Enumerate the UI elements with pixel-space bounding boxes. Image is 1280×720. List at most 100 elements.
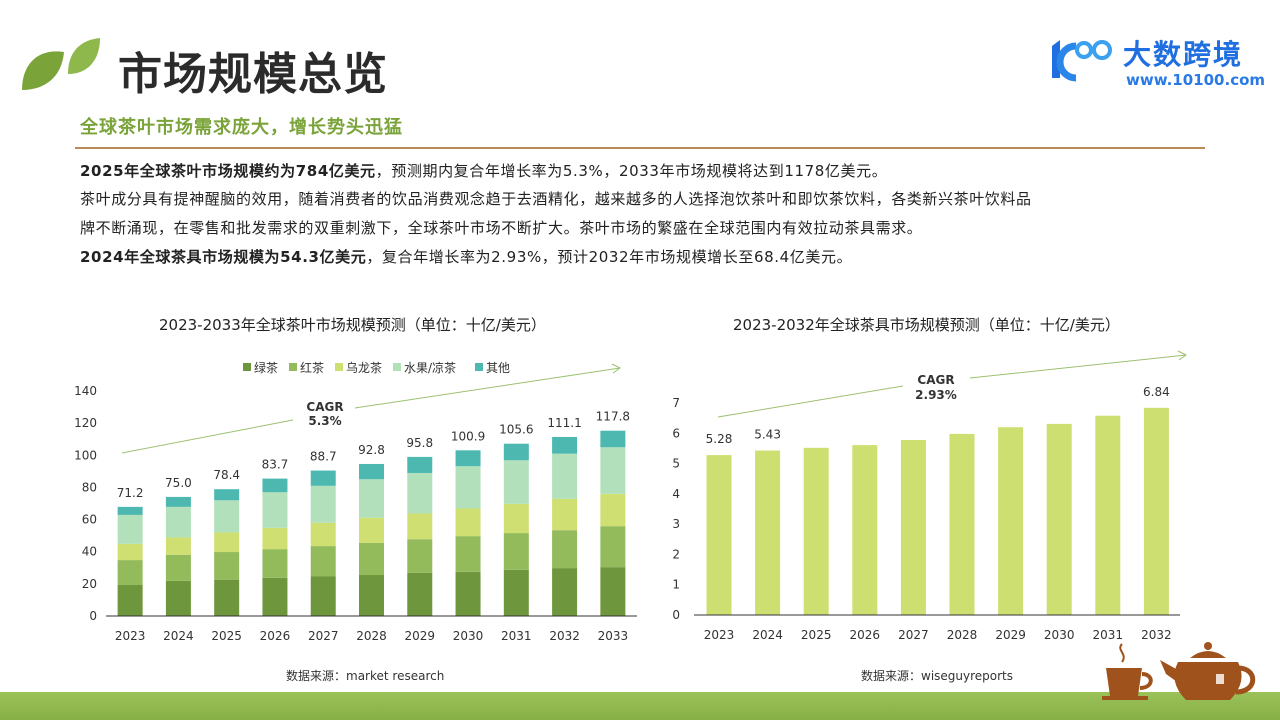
bar-segment-3 <box>455 466 481 509</box>
bar-segment-0 <box>407 572 433 616</box>
legend-swatch <box>335 363 343 371</box>
data-label: 5.43 <box>754 428 781 442</box>
logo-icon <box>1052 40 1112 82</box>
y-tick-label: 80 <box>82 480 97 494</box>
y-tick-label: 5 <box>672 457 680 471</box>
bar-segment-0 <box>552 568 578 616</box>
y-tick-label: 4 <box>672 487 680 501</box>
tea-market-detail: ，预测期内复合年增长率为5.3%，2033年市场规模将达到1178亿美元。 <box>375 162 888 180</box>
x-tick-label: 2027 <box>898 628 929 642</box>
bar-segment-4 <box>262 478 288 493</box>
logo-url: www.10100.com <box>1126 71 1266 89</box>
cagr-arrow-head <box>611 363 621 374</box>
page-title: 市场规模总览 <box>118 49 388 100</box>
logo-text: 大数跨境 <box>1123 38 1244 71</box>
x-tick-label: 2029 <box>995 628 1026 642</box>
data-label: 88.7 <box>310 450 337 464</box>
legend-label: 乌龙茶 <box>346 360 382 375</box>
bar-segment-0 <box>165 580 191 616</box>
bar-segment-4 <box>600 430 626 448</box>
bar <box>949 433 975 615</box>
bar-segment-0 <box>455 571 481 616</box>
bar-segment-4 <box>359 463 384 480</box>
x-tick-label: 2025 <box>211 629 242 643</box>
x-tick-label: 2032 <box>549 629 580 643</box>
x-tick-label: 2029 <box>404 629 435 643</box>
bar <box>803 447 829 615</box>
bar-segment-1 <box>359 542 384 576</box>
bar-segment-1 <box>552 530 578 569</box>
bar <box>852 445 878 615</box>
y-tick-label: 7 <box>672 396 680 410</box>
bar <box>998 427 1024 615</box>
data-label: 78.4 <box>213 468 240 482</box>
bar-segment-1 <box>407 539 433 573</box>
bar-segment-1 <box>455 536 481 572</box>
bar-segment-2 <box>455 508 481 537</box>
bar-segment-2 <box>117 543 143 561</box>
cagr-value: 5.3% <box>308 414 341 428</box>
y-tick-label: 1 <box>672 578 680 592</box>
footer-bar <box>0 692 1280 720</box>
x-tick-label: 2030 <box>1044 628 1075 642</box>
bar-segment-4 <box>407 456 433 473</box>
bar-segment-0 <box>310 576 336 616</box>
y-tick-label: 6 <box>672 426 680 440</box>
data-label: 111.1 <box>547 416 581 430</box>
chart2-source: 数据来源：wiseguyreports <box>861 669 1014 683</box>
x-tick-label: 2026 <box>850 628 881 642</box>
chart2-title: 2023-2032年全球茶具市场规模预测（单位：十亿/美元） <box>733 316 1120 334</box>
bar-segment-1 <box>503 533 529 570</box>
x-tick-label: 2033 <box>598 629 629 643</box>
paragraph-tea-market: 2025年全球茶叶市场规模约为784亿美元，预测期内复合年增长率为5.3%，20… <box>80 161 887 181</box>
data-label: 105.6 <box>499 423 533 437</box>
bar-segment-2 <box>262 527 288 550</box>
y-tick-label: 120 <box>74 416 97 430</box>
data-label: 6.84 <box>1143 385 1170 399</box>
bar-segment-3 <box>165 506 191 538</box>
data-label: 117.8 <box>596 410 630 424</box>
x-tick-label: 2023 <box>115 629 146 643</box>
data-label: 71.2 <box>117 486 144 500</box>
tea-cup-icon <box>1102 643 1153 700</box>
legend-swatch <box>243 363 251 371</box>
x-tick-label: 2025 <box>801 628 832 642</box>
y-tick-label: 40 <box>82 545 97 559</box>
bar-segment-3 <box>262 492 288 528</box>
bar-segment-3 <box>552 453 578 499</box>
data-label: 5.28 <box>706 432 733 446</box>
bar-segment-0 <box>117 584 143 616</box>
y-tick-label: 60 <box>82 513 97 527</box>
bar-segment-0 <box>262 577 288 616</box>
bar-segment-0 <box>214 579 240 616</box>
bar-segment-4 <box>455 450 481 467</box>
bar-segment-2 <box>503 503 529 534</box>
bar-segment-2 <box>552 498 578 531</box>
teaware-highlight: 2024年全球茶具市场规模为54.3亿美元 <box>80 248 367 266</box>
legend-swatch <box>289 363 297 371</box>
data-label: 75.0 <box>165 476 192 490</box>
bar-segment-3 <box>310 485 336 523</box>
bar-segment-1 <box>214 552 240 580</box>
bar <box>1046 423 1072 615</box>
y-tick-label: 3 <box>672 517 680 531</box>
y-tick-label: 20 <box>82 577 97 591</box>
chart1-title: 2023-2033年全球茶叶市场规模预测（单位：十亿/美元） <box>159 316 546 334</box>
teaware-market-chart: 0 1 2 3 4 5 6 7 5.28 2023 5.43 2024 2025 2026 2027 2028… <box>672 350 1187 642</box>
y-tick-label: 0 <box>89 609 97 623</box>
teapot-icon <box>1160 642 1256 700</box>
bar-segment-2 <box>214 532 240 553</box>
data-label: 100.9 <box>451 429 485 443</box>
bar-segment-4 <box>117 506 143 515</box>
bar-segment-2 <box>310 522 336 547</box>
x-tick-label: 2030 <box>453 629 484 643</box>
leaf-icon <box>22 38 100 90</box>
chart1-source: 数据来源：market research <box>286 669 445 683</box>
bar-segment-3 <box>407 472 433 514</box>
bar-segment-4 <box>552 436 578 454</box>
x-tick-label: 2031 <box>1093 628 1124 642</box>
bar-segment-1 <box>117 560 143 585</box>
bar <box>755 450 781 615</box>
data-label: 83.7 <box>262 458 289 472</box>
bar-segment-3 <box>117 514 143 544</box>
